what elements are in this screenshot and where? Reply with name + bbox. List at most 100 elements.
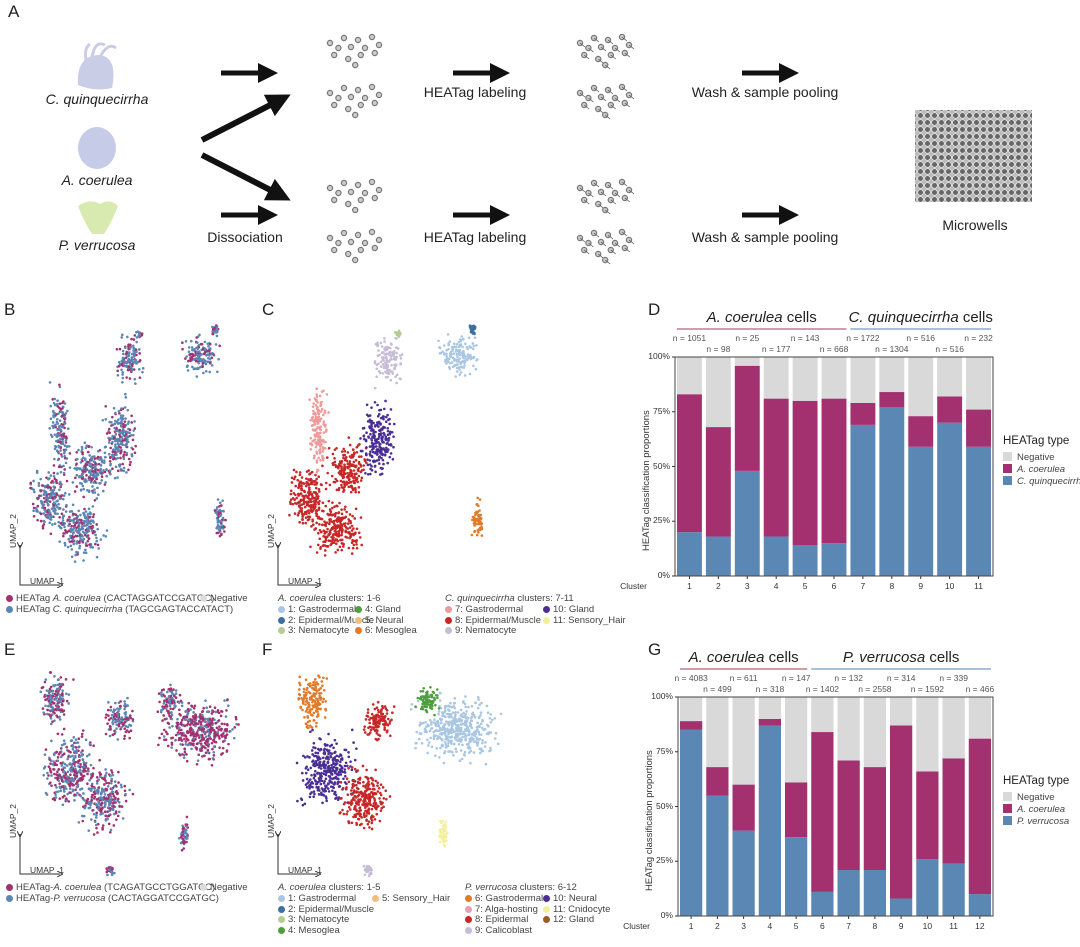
x-tick-label: 8 — [872, 921, 878, 931]
umap-y-label: UMAP_2 — [8, 803, 18, 838]
cluster-legend-item: 10: Gland — [543, 604, 594, 615]
y-axis-label: HEATag classification proportions — [641, 410, 652, 551]
cluster-legend-item: 9: Nematocyte — [445, 625, 516, 636]
umap-x-label: UMAP_1 — [288, 576, 323, 586]
legend-item: Negative — [1003, 792, 1055, 803]
x-tick-label: 11 — [949, 921, 959, 931]
umap-axis-arrows — [278, 545, 318, 585]
bar-D-c7-2 — [850, 357, 876, 403]
panel-label-f: F — [262, 640, 273, 659]
bar-G-c4-2 — [758, 697, 781, 719]
n-label: n = 516 — [906, 333, 936, 343]
bar-G-c11-1 — [942, 758, 965, 864]
legend-swatch — [1003, 452, 1012, 461]
organism-label: P. verrucosa — [58, 237, 136, 253]
x-tick-label: 2 — [715, 581, 721, 591]
bar-G-c2-1 — [706, 767, 729, 796]
x-tick-label: 3 — [741, 921, 746, 931]
cluster-color-dot — [543, 895, 550, 902]
legend-title: HEATag type — [1003, 435, 1070, 447]
x-tick-label: 4 — [767, 921, 773, 931]
bar-D-c2-0 — [705, 536, 731, 576]
bar-D-c11-0 — [966, 446, 991, 576]
arrow-icon — [200, 152, 291, 201]
bar-D-c3-2 — [734, 357, 760, 366]
bar-D-c10-1 — [937, 396, 963, 423]
cluster-label: 10: Gland — [553, 604, 595, 615]
n-label: n = 132 — [834, 673, 863, 683]
x-tick-label: 8 — [889, 581, 895, 591]
cluster-legend-item: 7: Gastrodermal — [445, 604, 523, 615]
x-tick-label: 9 — [918, 581, 924, 591]
legend-item: C. quinquecirrha — [1003, 476, 1080, 487]
n-label: n = 1592 — [910, 684, 945, 694]
cluster-legend-item: 8: Epidermal — [465, 914, 528, 925]
bar-D-c5-2 — [792, 357, 818, 401]
legend-title: HEATag type — [1003, 775, 1070, 787]
cluster-legend-item: 3: Nematocyte — [278, 625, 349, 636]
x-tick-label: 3 — [744, 581, 750, 591]
bar-D-c7-1 — [850, 402, 876, 425]
cluster-legend-item: 12: Gland — [543, 914, 594, 925]
x-tick-label: 2 — [715, 921, 720, 931]
bar-D-c2-2 — [705, 357, 731, 428]
bar-G-c3-2 — [732, 697, 755, 785]
cluster-legend-item: 9: Calicoblast — [465, 925, 532, 936]
x-tick-label: 7 — [846, 921, 851, 931]
bar-G-c2-2 — [706, 697, 729, 768]
n-label: n = 516 — [935, 344, 964, 354]
bar-D-c9-1 — [908, 416, 934, 447]
cluster-label: 3: Nematocyte — [288, 914, 350, 925]
bar-G-c7-1 — [837, 760, 860, 871]
group-species: A. coerulea — [706, 309, 783, 326]
umap-panel-b — [29, 324, 227, 563]
y-tick-label: 50% — [652, 460, 670, 471]
group-header: A. coerulea cells — [689, 649, 799, 666]
legend-label: Negative — [1017, 792, 1055, 803]
panel-label-e: E — [4, 640, 16, 659]
legend-c-group1: A. coerulea clusters: 1-6 — [278, 593, 381, 604]
coral-p-verrucosa-icon — [78, 201, 118, 234]
cluster-label: 4: Mesoglea — [288, 924, 340, 936]
n-label: n = 611 — [729, 673, 758, 683]
cluster-legend-item: 7: Alga-hosting — [465, 904, 538, 915]
legend-b-item: HEATag A. coerulea (CACTAGGATCCGATGC) — [6, 593, 214, 604]
cluster-label: 11: Sensory_Hair — [553, 614, 626, 626]
cluster-label: 2: Epidermal/Muscle — [288, 903, 375, 915]
n-label: n = 4083 — [674, 673, 708, 683]
cluster-label: 12: Gland — [553, 914, 595, 925]
dissociated-cells-icon — [326, 178, 383, 214]
bar-D-c6-0 — [821, 543, 847, 576]
legend-swatch — [1003, 464, 1012, 473]
cluster-label: 1: Gastrodermal — [288, 893, 357, 904]
bar-D-c6-2 — [821, 357, 847, 399]
y-tick-label: 0% — [660, 910, 673, 920]
bar-G-c7-0 — [837, 870, 860, 916]
legend-label: A. coerulea — [1017, 464, 1066, 475]
bar-G-c10-0 — [916, 859, 939, 916]
group-species: A. coerulea — [688, 649, 765, 666]
cluster-label: 9: Calicoblast — [475, 924, 533, 936]
umap-panel-f — [295, 674, 503, 878]
bar-G-c4-0 — [758, 725, 781, 916]
bar-D-c9-0 — [908, 446, 934, 576]
step-labeling: HEATag labeling — [423, 229, 527, 245]
legend-item: Negative — [1003, 452, 1055, 463]
panel-label-g: G — [648, 640, 662, 659]
y-tick-label: 50% — [655, 800, 673, 811]
y-axis-label: HEATag classification proportions — [644, 750, 655, 891]
cluster-legend-item: 11: Cnidocyte — [543, 904, 610, 915]
x-tick-label: 12 — [975, 921, 985, 931]
cluster-color-dot — [465, 905, 472, 913]
cluster-legend-item: 4: Gland — [355, 604, 401, 615]
bar-D-c8-1 — [879, 392, 905, 408]
cluster-color-dot — [445, 616, 452, 624]
bar-G-c1-1 — [680, 721, 703, 730]
bar-G-c2-0 — [706, 795, 729, 916]
cluster-color-dot — [278, 616, 285, 624]
x-tick-label: 5 — [793, 921, 799, 931]
bar-D-c5-1 — [792, 400, 818, 546]
legend-item: A. coerulea — [1003, 464, 1065, 475]
cluster-legend-item: 1: Gastrodermal — [278, 893, 356, 904]
group-header: C. quinquecirrha cells — [849, 309, 993, 326]
